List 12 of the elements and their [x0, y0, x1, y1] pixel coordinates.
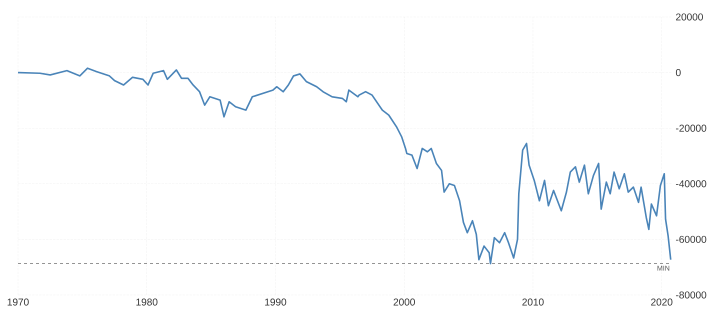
- x-tick-label: 2010: [522, 298, 544, 306]
- y-tick-label: -40000: [676, 180, 706, 188]
- x-tick-label: 1970: [8, 298, 29, 306]
- x-tick-label: 1990: [265, 298, 286, 306]
- y-tick-label: -60000: [676, 236, 706, 243]
- x-tick-label: 2020: [651, 298, 672, 306]
- y-tick-label: 0: [676, 69, 681, 76]
- x-tick-label: 2000: [394, 298, 415, 306]
- x-tick-label: 1980: [136, 298, 158, 306]
- y-tick-label: -80000: [676, 291, 706, 299]
- y-tick-label: -20000: [676, 124, 706, 132]
- y-tick-label: 20000: [676, 13, 703, 21]
